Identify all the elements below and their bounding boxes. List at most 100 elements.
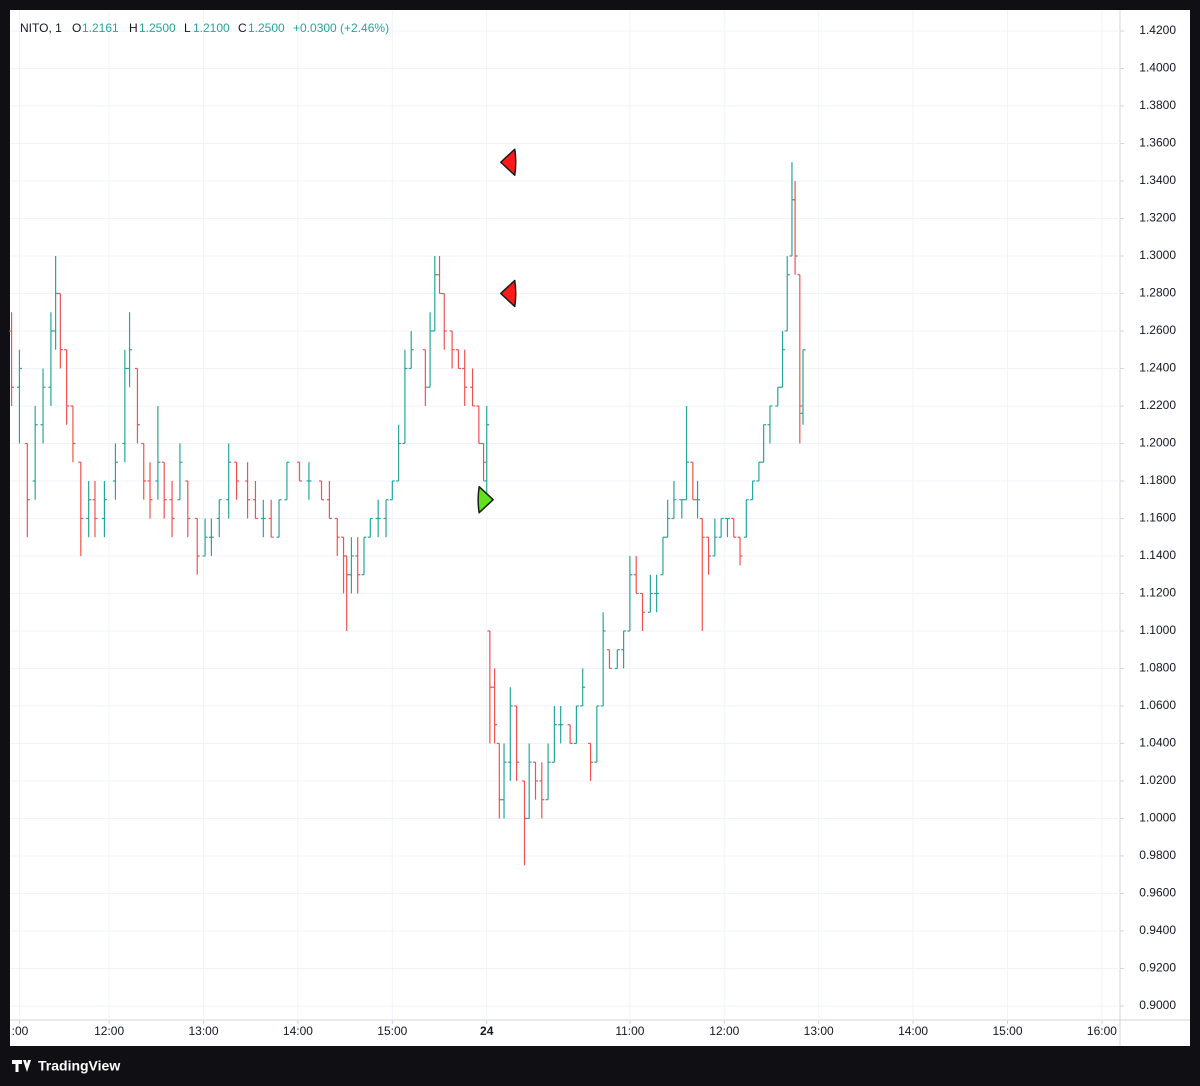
ohlc-bar — [712, 518, 718, 557]
high-label: H — [129, 21, 138, 35]
ohlc-bar — [800, 349, 806, 425]
y-tick-label: 1.1800 — [1139, 473, 1176, 487]
ohlc-bar — [260, 499, 266, 538]
ohlc-bar — [660, 536, 666, 576]
y-tick-label: 1.3200 — [1139, 211, 1176, 225]
ohlc-bar — [718, 517, 724, 538]
ohlc-bar — [147, 462, 153, 519]
x-tick-label: 15:00 — [377, 1024, 407, 1038]
ohlc-bar — [383, 499, 389, 538]
ohlc-bar — [731, 517, 737, 538]
y-tick-label: 1.0600 — [1139, 698, 1176, 712]
ohlc-bar — [202, 518, 208, 557]
ohlc-bar — [70, 405, 76, 463]
close-label: C — [238, 21, 247, 35]
ohlc-bar — [532, 761, 538, 800]
ohlc-bar — [234, 461, 240, 500]
ohlc-bar — [588, 742, 594, 781]
ohlc-bar — [141, 442, 147, 500]
signal-marker — [477, 485, 494, 514]
ohlc-bar — [78, 461, 84, 556]
y-tick-label: 1.2200 — [1139, 398, 1176, 412]
ohlc-bar — [375, 499, 381, 538]
ohlc-bar — [389, 480, 395, 501]
ohlc-bar — [344, 555, 350, 631]
ohlc-bar — [449, 330, 455, 369]
ohlc-bar — [679, 499, 685, 519]
y-tick-label: 1.1000 — [1139, 623, 1176, 637]
ohlc-bar — [462, 349, 468, 406]
ohlc-bar — [551, 705, 557, 763]
ohlc-bar — [784, 255, 790, 332]
ohlc-bar — [521, 780, 527, 866]
y-tick-label: 0.9400 — [1139, 923, 1176, 937]
ohlc-bar — [699, 517, 705, 631]
ohlc-bar — [112, 443, 118, 500]
ohlc-bar — [437, 255, 443, 295]
x-tick-label: 12:00 — [94, 1024, 124, 1038]
chart-background — [10, 10, 1190, 1046]
ohlc-bar — [614, 649, 620, 670]
ohlc-bar — [422, 349, 428, 406]
ohlc-bar — [57, 292, 63, 369]
brand: TradingView — [12, 1058, 120, 1074]
y-tick-label: 1.2400 — [1139, 361, 1176, 375]
ohlc-bar — [396, 424, 402, 482]
ohlc-bar — [484, 405, 490, 500]
ohlc-bar — [545, 743, 551, 801]
ohlc-bar — [684, 405, 690, 501]
ohlc-bar — [226, 443, 232, 519]
ohlc-bar — [775, 386, 781, 407]
ohlc-bar — [455, 349, 461, 370]
ohlc-bar — [492, 668, 498, 744]
ohlc-bar — [567, 724, 573, 745]
ohlc-bar — [16, 349, 22, 444]
y-tick-label: 0.9600 — [1139, 886, 1176, 900]
ohlc-bar — [606, 649, 612, 670]
ohlc-bar — [724, 517, 730, 538]
y-tick-label: 1.2000 — [1139, 436, 1176, 450]
y-tick-label: 1.3400 — [1139, 173, 1176, 187]
y-tick-label: 1.0400 — [1139, 736, 1176, 750]
ohlc-bar — [355, 537, 361, 594]
x-tick-label: 24 — [480, 1024, 494, 1038]
ohlc-bar — [427, 312, 433, 388]
ohlc-bar — [633, 555, 639, 595]
brand-logo — [12, 1060, 31, 1072]
ohlc-bar — [792, 180, 798, 275]
y-tick-label: 1.1600 — [1139, 511, 1176, 525]
y-tick-label: 1.4000 — [1139, 61, 1176, 75]
x-tick-label: 14:00 — [898, 1024, 928, 1038]
ohlc-bar — [780, 330, 786, 388]
ohlc-bar — [326, 480, 332, 520]
y-tick-label: 0.9200 — [1139, 961, 1176, 975]
ohlc-bar — [750, 480, 756, 501]
ohlc-bar — [594, 705, 600, 763]
ohlc-bar — [185, 480, 191, 538]
x-tick-label: 13:00 — [804, 1024, 834, 1038]
x-tick-label: 15:00 — [992, 1024, 1022, 1038]
low-label: L — [184, 21, 191, 35]
y-tick-label: 1.2800 — [1139, 286, 1176, 300]
ohlc-bar — [501, 743, 507, 819]
ohlc-bar — [194, 517, 200, 575]
change-value: +0.0300 (+2.46%) — [293, 21, 389, 35]
ohlc-bar — [690, 461, 696, 501]
ohlc-bar — [526, 743, 532, 820]
ohlc-bar — [470, 368, 476, 407]
ohlc-bar — [743, 499, 749, 538]
ohlc-bar — [268, 499, 274, 538]
ohlc-bar — [155, 405, 161, 500]
ohlc-bar — [348, 537, 354, 594]
close-value: 1.2500 — [248, 21, 285, 35]
y-tick-label: 1.3800 — [1139, 98, 1176, 112]
ohlc-bar — [767, 405, 773, 444]
ohlc-bar — [64, 349, 70, 425]
x-tick-label: 11:00 — [615, 1024, 644, 1038]
signal-marker — [500, 279, 517, 308]
ohlc-bar — [514, 705, 520, 781]
ohlc-bar — [580, 668, 586, 707]
ohlc-bar — [361, 536, 367, 576]
ohlc-bar — [161, 461, 167, 519]
ohlc-bar — [671, 480, 677, 520]
